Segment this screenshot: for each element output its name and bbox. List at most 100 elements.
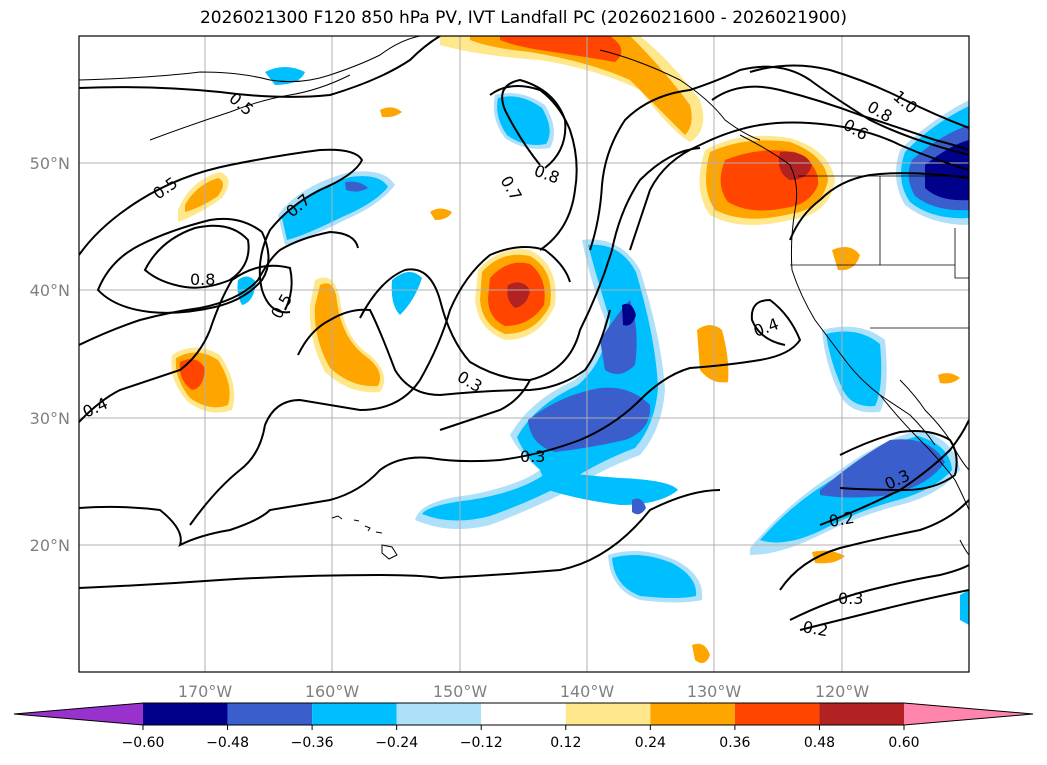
lat-label: 20°N [30,536,70,555]
lon-label: 120°W [815,682,870,701]
positive-anomaly-pacific-northwest [778,151,812,180]
colorbar-tick-label: −0.24 [375,735,418,751]
contour-line [79,230,359,346]
positive-anomaly-small [832,246,860,271]
contour-line [629,121,969,251]
contour-line [79,298,802,547]
coastline-baja [879,394,936,446]
positive-anomaly-small [380,107,402,118]
latitude-labels: 50°N 40°N 30°N 20°N [30,154,70,555]
colorbar: −0.60 −0.48 −0.36 −0.24 −0.12 0.12 0.24 0.36 0.4… [13,702,1034,751]
colorbar-tick-label: −0.60 [122,735,165,751]
contour-line [439,379,531,431]
colorbar-segment [481,703,566,725]
contour-line [789,564,969,621]
contour-label: 0.8 [190,270,215,289]
map-title: 2026021300 F120 850 hPa PV, IVT Landfall… [199,8,847,28]
contour-line [79,489,721,589]
contour-label: 0.3 [838,589,863,608]
positive-anomaly-small [812,550,845,564]
colorbar-tick-label: 0.60 [888,735,919,751]
positive-anomaly-160w [314,283,381,387]
contour-line [189,245,571,526]
negative-anomaly-small [391,271,422,315]
contour-line [501,78,567,169]
contour-line [297,308,611,397]
colorbar-tick-label: 0.24 [635,735,666,751]
colorbar-segment [312,703,397,725]
negative-anomaly-northeast [925,140,969,201]
coastline-alaska [79,36,421,83]
contour-line [79,264,293,423]
lat-label: 30°N [30,409,70,428]
positive-anomaly-172w [179,359,205,390]
hawaii-islands [331,515,398,560]
lon-label: 170°W [178,682,233,701]
lat-label: 40°N [30,281,70,300]
colorbar-tick-label: 0.48 [804,735,835,751]
negative-anomaly-central-band [632,498,646,515]
border-interior [954,228,969,279]
positive-anomaly-small [938,373,960,384]
negative-anomaly-baja [826,331,882,407]
negative-anomaly-north-central [497,96,550,145]
contour-line [839,430,958,492]
positive-anomaly-170w [185,178,223,212]
positive-anomaly-central-pacific [507,282,530,308]
contour-label: 0.2 [801,617,829,640]
negative-anomaly-central-band [540,470,678,505]
negative-anomaly-165w [345,181,368,192]
graticule [79,36,969,672]
lon-label: 150°W [433,682,488,701]
contour-line [96,217,270,314]
contour-line [819,419,969,526]
negative-anomaly-southeast [820,439,945,498]
contour-line [749,64,969,129]
contour-line [779,499,969,591]
longitude-labels: 170°W 160°W 150°W 140°W 130°W 120°W [178,682,870,701]
negative-anomaly-central-band [528,387,651,452]
negative-anomaly-central-band [422,244,658,521]
state-borders [790,175,969,329]
colorbar-segment [565,703,651,725]
contour-line [799,589,969,631]
lon-label: 140°W [560,682,615,701]
colorbar-tick-label: −0.48 [206,735,249,751]
contour-line [789,172,969,241]
contour-line [711,85,969,151]
coastline-aleutians [149,74,351,141]
lon-label: 130°W [687,682,742,701]
coastline-british-columbia [739,134,798,211]
colorbar-extend-low [14,703,143,725]
colorbar-tick-label: −0.12 [460,735,503,751]
positive-anomaly-small [697,325,729,383]
map-frame [78,35,970,673]
contour-label: 0.2 [827,508,855,531]
negative-anomaly-central-band [622,303,636,326]
contour-line [79,148,364,314]
colorbar-segment [819,703,904,725]
negative-anomaly-small [960,590,969,625]
positive-anomaly-gulf-alaska [500,36,622,62]
contour-line [143,224,250,289]
contour-line [489,85,578,251]
colorbar-segment [396,703,482,725]
coastline-mexico [959,539,969,556]
colorbar-segment [227,703,313,725]
coastlines [79,36,969,556]
negative-anomaly-south [612,554,697,598]
contour-label: 0.3 [520,447,545,466]
colorbar-segment [143,703,228,725]
colorbar-tick-label: 0.12 [550,735,581,751]
colorbar-extend-high [904,703,1033,725]
positive-anomaly-small [430,208,452,220]
colorbar-tick-label: −0.36 [291,735,334,751]
coastline-gulf-california [899,379,969,471]
colorbar-segment [650,703,735,725]
contour-line [79,36,441,98]
coastline-southeast-alaska [599,49,761,141]
negative-anomaly-165w [282,176,388,240]
lat-label: 50°N [30,154,70,173]
contour-line [359,147,701,382]
